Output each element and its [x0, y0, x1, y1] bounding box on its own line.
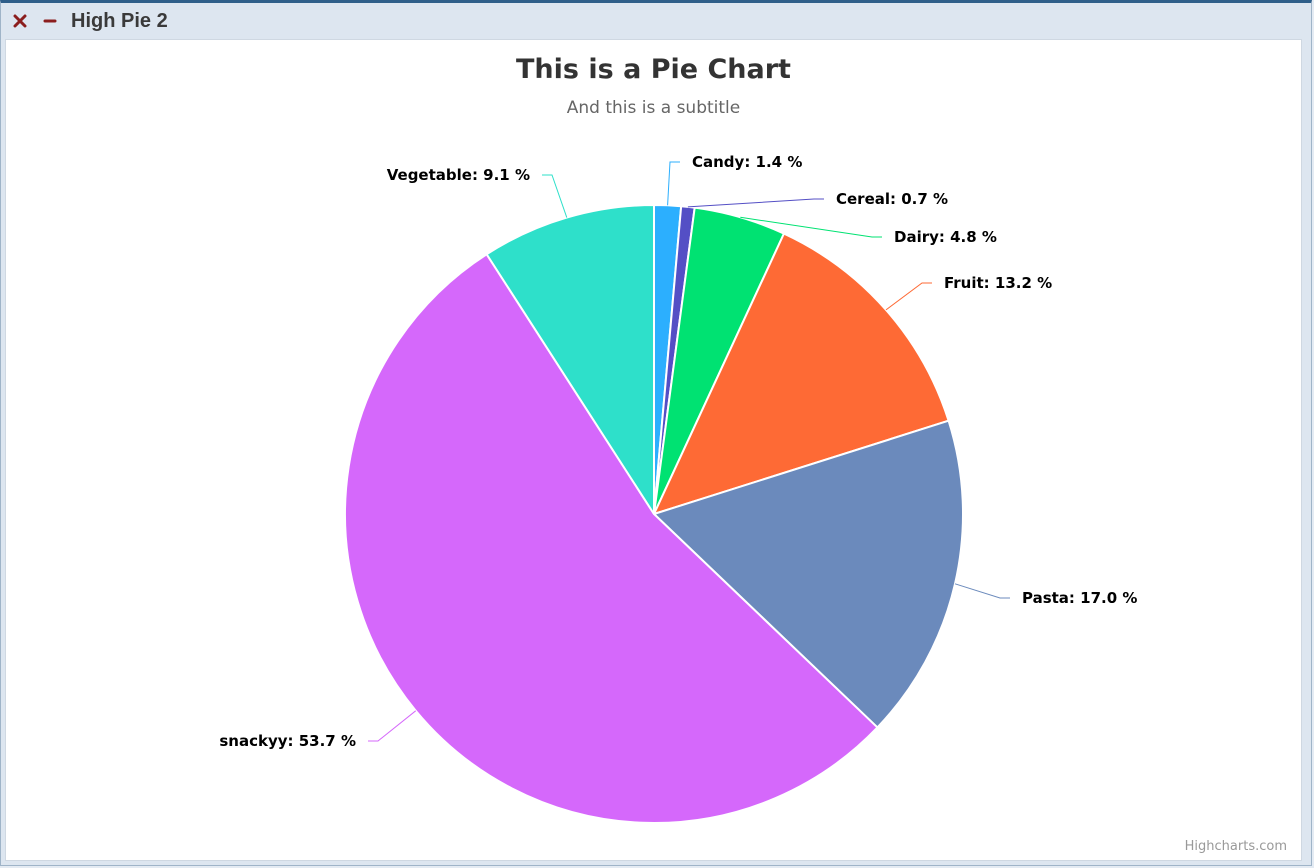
- connector-snackyy: [368, 710, 417, 742]
- connector-candy: [667, 161, 680, 206]
- connector-pasta: [954, 583, 1010, 599]
- pie-slice-pasta[interactable]: [653, 419, 964, 729]
- window-titlebar: High Pie 2: [1, 3, 1311, 39]
- window-title: High Pie 2: [71, 9, 168, 32]
- connector-cereal: [687, 198, 824, 208]
- data-label-candy: Candy: 1.4 %: [692, 153, 802, 171]
- chart-container: This is a Pie Chart And this is a subtit…: [5, 39, 1302, 861]
- pie-chart: Candy: 1.4 % Cereal: 0.7 % Dairy: 4.8 % Fru…: [219, 153, 1137, 824]
- data-label-cereal: Cereal: 0.7 %: [836, 190, 948, 208]
- connector-vegetable: [542, 174, 568, 218]
- pie-slice-vegetable[interactable]: [485, 204, 655, 515]
- data-label-pasta: Pasta: 17.0 %: [1022, 589, 1137, 607]
- connector-fruit: [885, 282, 932, 311]
- credits-link[interactable]: Highcharts.com: [1184, 839, 1287, 854]
- connector-dairy: [740, 216, 882, 238]
- data-label-fruit: Fruit: 13.2 %: [944, 274, 1052, 292]
- data-label-dairy: Dairy: 4.8 %: [894, 228, 997, 246]
- minimize-icon[interactable]: [39, 10, 61, 32]
- data-label-snackyy: snackyy: 53.7 %: [219, 732, 356, 750]
- pie-slice-snackyy[interactable]: [344, 253, 879, 824]
- chart-subtitle: And this is a subtitle: [566, 98, 741, 118]
- chart-title: This is a Pie Chart: [516, 54, 791, 85]
- data-label-vegetable: Vegetable: 9.1 %: [387, 166, 530, 184]
- close-icon[interactable]: [9, 10, 31, 32]
